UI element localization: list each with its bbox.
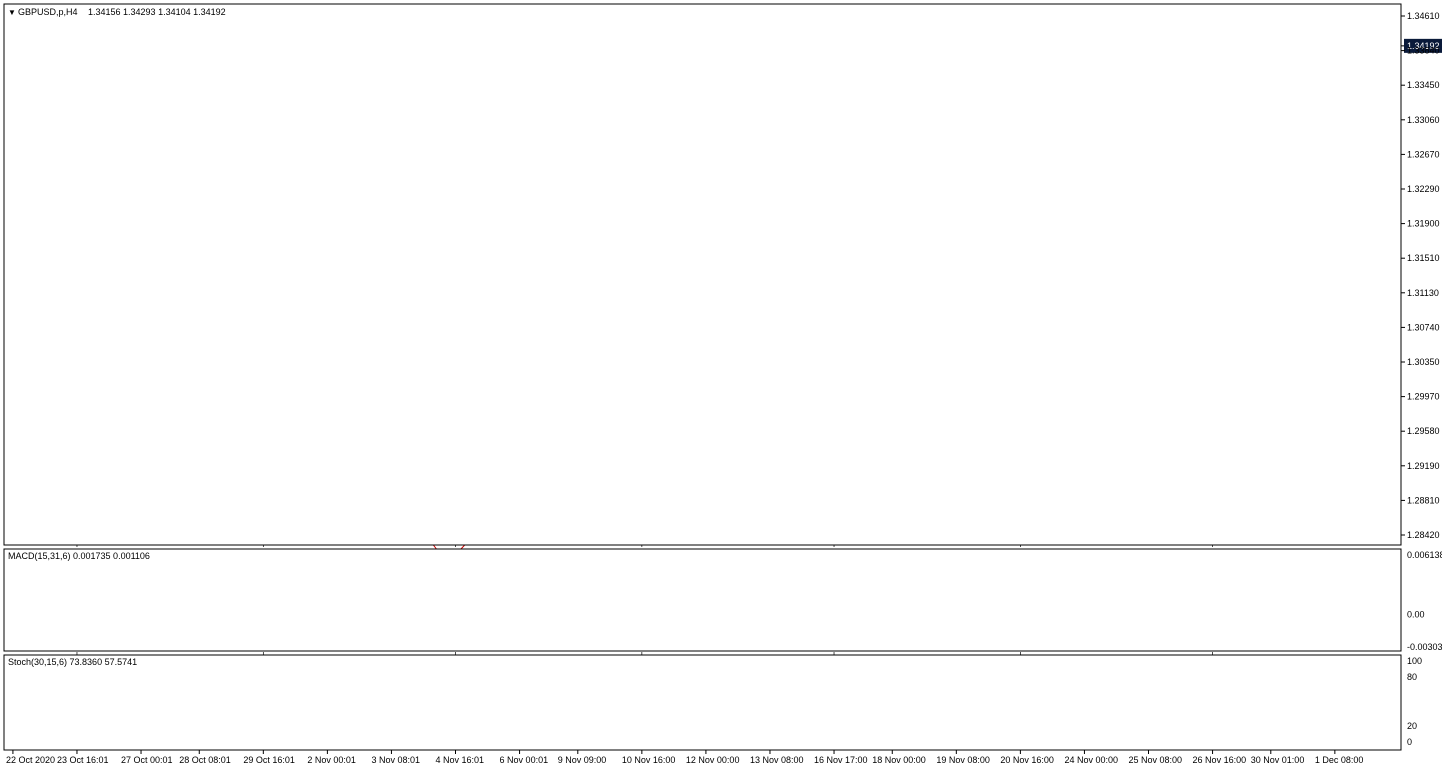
time-tick-label: 30 Nov 01:00 [1251,755,1305,765]
current-price-badge [1404,38,1442,53]
price-tick-label: 1.33450 [1407,80,1440,90]
price-tick-label: 1.32290 [1407,184,1440,194]
ohlc-readout: 1.34156 1.34293 1.34104 1.34192 [88,7,226,17]
symbol-menu-icon[interactable]: ▼ [8,8,16,17]
price-tick-label: 1.29190 [1407,461,1440,471]
stoch-tick-label: 100 [1407,656,1422,666]
time-tick-label: 18 Nov 00:00 [872,755,926,765]
price-tick-label: 1.31510 [1407,253,1440,263]
time-tick-label: 10 Nov 16:00 [622,755,676,765]
price-tick-label: 1.30350 [1407,357,1440,367]
price-tick-label: 1.34610 [1407,11,1440,21]
time-tick-label: 28 Oct 08:01 [179,755,231,765]
time-tick-label: 20 Nov 16:00 [1000,755,1054,765]
price-frame [3,3,1402,546]
stoch-tick-label: 80 [1407,672,1417,682]
time-tick-label: 24 Nov 00:00 [1064,755,1118,765]
stoch-label: Stoch(30,15,6) 73.8360 57.5741 [8,657,137,667]
time-tick-label: 4 Nov 16:01 [436,755,485,765]
time-tick-label: 26 Nov 16:00 [1193,755,1247,765]
price-tick-label: 1.29970 [1407,392,1440,402]
price-tick-label: 1.32670 [1407,149,1440,159]
price-tick-label: 1.30740 [1407,322,1440,332]
price-tick-label: 1.33060 [1407,115,1440,125]
macd-label: MACD(15,31,6) 0.001735 0.001106 [8,551,150,561]
macd-tick-label: 0.00 [1407,610,1425,620]
time-tick-label: 6 Nov 00:01 [500,755,549,765]
time-tick-label: 13 Nov 08:00 [750,755,804,765]
symbol-label: GBPUSD,p,H4 [18,7,78,17]
price-tick-label: 1.28810 [1407,495,1440,505]
macd-tick-label: 0.006138 [1407,550,1442,560]
macd-frame [3,548,1402,652]
time-tick-label: 19 Nov 08:00 [936,755,990,765]
stoch-tick-label: 0 [1407,737,1412,747]
stoch-frame [3,654,1402,751]
time-tick-label: 3 Nov 08:01 [371,755,420,765]
time-tick-label: 22 Oct 2020 [6,755,55,765]
time-tick-label: 29 Oct 16:01 [243,755,295,765]
price-tick-label: 1.33840 [1407,46,1440,56]
time-tick-label: 16 Nov 17:00 [814,755,868,765]
time-tick-label: 9 Nov 09:00 [558,755,607,765]
time-tick-label: 23 Oct 16:01 [57,755,109,765]
current-price-text: 1.34192 [1407,41,1440,51]
price-tick-label: 1.29580 [1407,426,1440,436]
stoch-tick-label: 20 [1407,721,1417,731]
price-tick-label: 1.31900 [1407,219,1440,229]
price-tick-label: 1.28420 [1407,530,1440,540]
time-tick-label: 27 Oct 00:01 [121,755,173,765]
time-tick-label: 25 Nov 08:00 [1129,755,1183,765]
time-tick-label: 1 Dec 08:00 [1315,755,1364,765]
time-axis: 22 Oct 2020 23 Oct 16:01 27 Oct 00:01 28 Oc… [6,750,1363,765]
macd-tick-label: -0.00303 [1407,642,1442,652]
price-tick-label: 1.31130 [1407,288,1439,298]
time-tick-label: 12 Nov 00:00 [686,755,740,765]
time-tick-label: 2 Nov 00:01 [307,755,356,765]
